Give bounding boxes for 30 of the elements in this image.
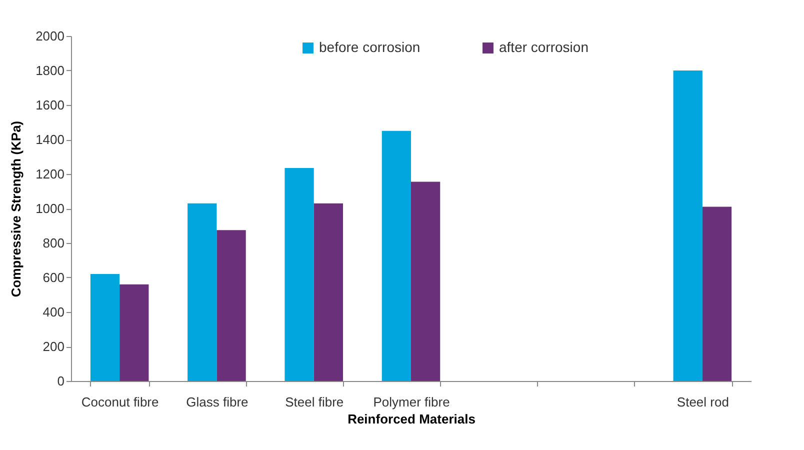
y-tick-label: 200 [42, 339, 64, 354]
bar [284, 168, 314, 381]
y-tick-label: 1000 [36, 201, 64, 216]
x-tick-label: Steel rod [676, 394, 729, 410]
y-tick-label: 1800 [36, 63, 64, 78]
legend-label: after corrosion [499, 39, 588, 55]
y-tick-label: 1200 [36, 166, 64, 182]
y-tick-label: 1600 [36, 98, 64, 112]
y-tick-label: 1400 [36, 132, 64, 147]
x-tick-label: Polymer fibre [373, 394, 450, 410]
bar [382, 130, 411, 381]
legend-label: before corrosion [319, 39, 420, 55]
bar [702, 206, 732, 381]
y-tick-label: 600 [42, 270, 64, 285]
y-tick-label: 2000 [36, 28, 64, 44]
x-tick-label: Glass fibre [186, 394, 248, 410]
bar [90, 274, 120, 381]
bar [673, 70, 702, 381]
bar [188, 203, 217, 381]
bar [120, 284, 149, 381]
bar [314, 203, 343, 381]
y-tick-label: 0 [57, 374, 64, 388]
x-tick-label: Steel fibre [285, 394, 344, 410]
x-axis-title: Reinforced Materials [348, 412, 476, 426]
y-tick-label: 400 [42, 304, 64, 320]
x-tick-label: Coconut fibre [81, 394, 159, 410]
bar [216, 230, 246, 381]
bar [411, 182, 440, 381]
y-tick-label: 800 [42, 236, 64, 250]
y-axis-title: Compressive Strength (KPa) [8, 120, 24, 298]
